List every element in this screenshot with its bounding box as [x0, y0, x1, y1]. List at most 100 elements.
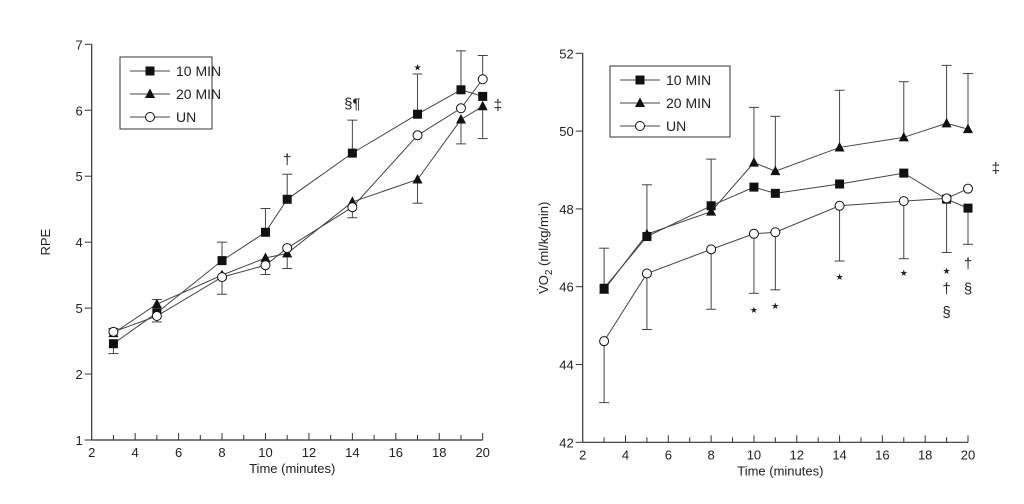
- series-line-un: [603, 188, 969, 342]
- y-axis-title-main: RPE: [38, 228, 53, 255]
- x-tick-label: 20: [961, 447, 975, 462]
- data-point-20-min: [641, 228, 652, 239]
- data-point-20-min: [151, 298, 162, 309]
- x-tick-label: 16: [389, 445, 403, 460]
- significance-annotation: §: [942, 304, 950, 321]
- legend-label: 10 MIN: [176, 63, 221, 79]
- data-point-un: [347, 202, 358, 213]
- x-axis-title: Time (minutes): [737, 463, 823, 478]
- significance-annotation: †: [283, 152, 291, 169]
- data-point-20-min: [260, 252, 271, 262]
- y-tick-label: 46: [559, 280, 573, 295]
- significance-annotation: ‡: [494, 97, 502, 114]
- data-point-un: [282, 243, 293, 254]
- data-point-10-min: [963, 203, 973, 213]
- significance-annotation: ★: [750, 305, 758, 315]
- y-axis-title-subscript: 2: [544, 269, 555, 275]
- data-point-10-min: [108, 339, 118, 349]
- significance-annotation: §¶: [344, 96, 360, 113]
- x-tick-label: 8: [218, 445, 225, 460]
- data-point-20-min: [834, 141, 845, 152]
- data-point-20-min: [412, 173, 423, 184]
- data-point-10-min: [770, 188, 780, 198]
- data-point-un: [151, 311, 162, 322]
- significance-annotation: ★: [836, 272, 844, 282]
- significance-annotation: ★: [771, 301, 779, 311]
- x-tick-label: 10: [747, 447, 761, 462]
- legend-label: UN: [176, 109, 196, 125]
- significance-annotation: §: [964, 281, 972, 298]
- x-tick-label: 6: [665, 447, 672, 462]
- data-point-un: [217, 272, 228, 283]
- x-tick-label: 14: [345, 445, 359, 460]
- data-point-10-min: [478, 91, 488, 101]
- x-tick-label: 18: [918, 447, 932, 462]
- legend-label: UN: [666, 118, 686, 134]
- legend: 10 MIN 20 MIN UN: [609, 65, 731, 138]
- x-tick-label: 4: [132, 445, 139, 460]
- y-tick-label: 2: [75, 367, 82, 382]
- y-tick-label: 50: [559, 124, 573, 139]
- x-tick-label: 12: [302, 445, 316, 460]
- data-point-10-min: [217, 256, 227, 266]
- x-tick-label: 4: [622, 447, 629, 462]
- x-axis-title: Time (minutes): [249, 461, 335, 476]
- data-point-un: [834, 200, 845, 211]
- y-tick-label: 42: [559, 435, 573, 450]
- y-axis-title: V̇O2 (ml/kg/min): [536, 202, 555, 294]
- data-point-20-min: [477, 100, 488, 111]
- y-tick-label: 4: [75, 235, 82, 250]
- data-point-20-min: [748, 157, 759, 167]
- x-tick-label: 18: [432, 445, 446, 460]
- data-point-un: [641, 268, 652, 279]
- data-point-10-min: [706, 201, 716, 211]
- data-point-20-min: [941, 117, 952, 128]
- data-point-un: [898, 196, 909, 207]
- x-tick-label: 16: [875, 447, 889, 462]
- data-point-20-min: [963, 123, 973, 134]
- y-tick-label: 7: [75, 37, 82, 52]
- significance-annotation: †: [964, 255, 972, 272]
- y-tick-label: 6: [75, 103, 82, 118]
- x-tick-label: 2: [579, 447, 586, 462]
- data-point-un: [941, 193, 952, 204]
- significance-annotation: ★: [900, 268, 908, 278]
- data-point-10-min: [749, 182, 759, 192]
- data-point-20-min: [898, 131, 909, 142]
- y-axis-title-unit: (ml/kg/min): [536, 202, 551, 270]
- legend-box: [609, 65, 731, 138]
- data-point-un: [963, 183, 973, 194]
- data-point-10-min: [456, 85, 466, 95]
- legend-marker-circle: [635, 121, 645, 131]
- legend-marker-square: [635, 75, 645, 85]
- x-tick-label: 8: [708, 447, 715, 462]
- legend-marker-triangle: [145, 88, 155, 98]
- data-point-20-min: [599, 284, 610, 294]
- data-point-un: [748, 228, 759, 239]
- data-point-20-min: [770, 165, 781, 176]
- data-point-un: [706, 244, 717, 255]
- legend-marker-circle: [145, 112, 155, 122]
- data-point-un: [108, 326, 119, 337]
- x-tick-label: 6: [175, 445, 182, 460]
- y-tick-label: 5: [75, 301, 82, 316]
- data-point-un: [477, 74, 488, 85]
- data-point-10-min: [835, 179, 845, 189]
- legend-marker-triangle: [635, 97, 645, 107]
- series-line-20-min: [113, 105, 483, 334]
- series-line-20-min: [603, 122, 969, 291]
- legend-label: 20 MIN: [666, 95, 711, 111]
- data-point-un: [770, 227, 781, 238]
- x-tick-label: 20: [475, 445, 489, 460]
- data-point-10-min: [347, 148, 357, 158]
- data-point-un: [412, 130, 423, 141]
- x-tick-label: 12: [790, 447, 804, 462]
- y-axis-title-main: V̇O: [536, 275, 551, 294]
- data-point-un: [260, 260, 271, 271]
- legend-label: 10 MIN: [666, 72, 711, 88]
- data-point-un: [599, 336, 610, 347]
- data-point-10-min: [413, 109, 423, 119]
- significance-annotation: †: [942, 281, 950, 298]
